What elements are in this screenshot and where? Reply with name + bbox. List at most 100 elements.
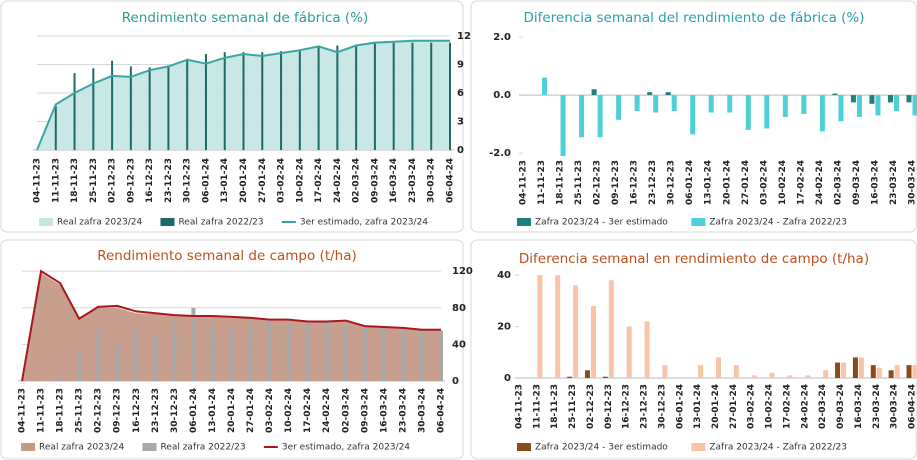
x-tick-label: 02-12-23 [94,388,104,433]
x-tick-label: 23-03-24 [872,384,882,429]
x-tick-label: 18-11-23 [556,160,566,205]
x-tick-label: 16-12-23 [132,388,142,433]
x-tick-label: 04-11-23 [515,384,525,429]
x-tick-label: 20-01-24 [227,388,237,433]
x-tick-label: 27-01-24 [729,384,739,429]
bar [698,365,704,378]
x-tick-label: 06-04-24 [437,388,447,433]
bar [567,376,573,378]
x-tick-label: 23-12-23 [164,158,174,203]
bar [537,275,543,378]
x-tick-label: 04-11-23 [33,158,43,203]
y-tick-label: 120 [452,266,473,277]
bar [555,275,561,378]
x-tick-label: 13-01-24 [220,158,230,203]
legend-label: Real zafra 2023/24 [39,443,124,453]
bar [584,370,590,378]
x-tick-label: 06-01-24 [685,160,695,205]
x-tick-label: 11-11-23 [51,158,61,203]
x-tick-label: 04-11-23 [519,160,529,205]
x-tick-label: 09-03-24 [852,160,862,205]
x-tick-label: 13-01-24 [693,384,703,429]
x-tick-label: 24-02-24 [815,160,825,205]
bar [801,95,807,114]
x-tick-label: 02-12-23 [108,158,118,203]
bar [229,327,234,381]
y-tick-label: 40 [452,339,466,350]
bar [411,42,414,150]
bar [665,92,671,96]
bar [906,95,912,103]
x-tick-label: 24-02-24 [322,388,332,433]
x-tick-label: 11-11-23 [37,388,47,433]
bar [248,323,253,381]
bar [343,326,348,381]
legend-label: Zafra 2023/24 - Zafra 2022/23 [709,218,847,228]
x-tick-label: 02-12-23 [593,160,603,205]
y-tick-label: 0.0 [493,90,511,101]
bar [602,376,608,378]
bar [305,324,310,381]
bar [286,323,291,381]
bar [400,328,405,381]
x-tick-label: 09-03-24 [370,158,380,203]
x-tick-label: 17-02-24 [796,160,806,205]
x-tick-label: 09-12-23 [126,158,136,203]
legend-label: Real zafra 2023/24 [57,218,142,228]
bar [73,73,76,150]
bar [261,52,264,150]
x-tick-label: 04-11-23 [18,388,28,433]
bar [560,95,566,157]
bar [392,42,395,150]
bar [115,344,120,381]
legend-swatch [516,443,531,451]
bar [671,95,677,112]
bar [653,95,659,113]
bar [92,68,95,150]
bar [573,285,579,378]
bar [733,365,739,378]
y-tick-label: 0 [457,145,464,156]
bar [362,327,367,381]
x-tick-label: 10-02-24 [284,388,294,433]
legend-label: Zafra 2023/24 - 3er estimado [535,218,668,228]
chart-title: Rendimiento semanal de fábrica (%) [122,10,369,26]
x-tick-label: 18-11-23 [56,388,66,433]
x-tick-label: 03-02-24 [747,384,757,429]
y-tick-label: 40 [497,270,511,281]
legend-swatch [21,443,36,451]
bar [210,323,215,381]
bar [850,95,856,103]
bar [912,95,917,116]
x-tick-label: 16-03-24 [854,384,864,429]
bar [912,365,917,378]
bar [887,95,893,103]
x-tick-label: 03-02-24 [265,388,275,433]
x-tick-label: 23-12-23 [640,384,650,429]
panel [470,239,917,460]
bar [764,95,770,129]
bar [298,51,301,151]
bar [787,375,793,378]
bar [242,52,245,150]
bar [542,77,548,96]
x-tick-label: 25-11-23 [75,388,85,433]
x-tick-label: 27-01-24 [258,158,268,203]
x-tick-label: 06-01-24 [201,158,211,203]
legend-swatch [691,218,706,226]
bar [626,326,632,378]
bar [111,60,114,151]
x-tick-label: 11-11-23 [537,160,547,205]
bar [223,52,226,150]
x-tick-label: 09-12-23 [604,384,614,429]
x-tick-label: 23-12-23 [648,160,658,205]
bar [439,330,443,381]
y-tick-label: -2.0 [489,148,511,159]
bar [204,54,207,150]
bar [647,92,653,96]
y-tick-label: 3 [457,117,464,128]
x-tick-label: 16-12-23 [622,384,632,429]
bar [823,370,829,378]
x-tick-label: 06-01-24 [189,388,199,433]
